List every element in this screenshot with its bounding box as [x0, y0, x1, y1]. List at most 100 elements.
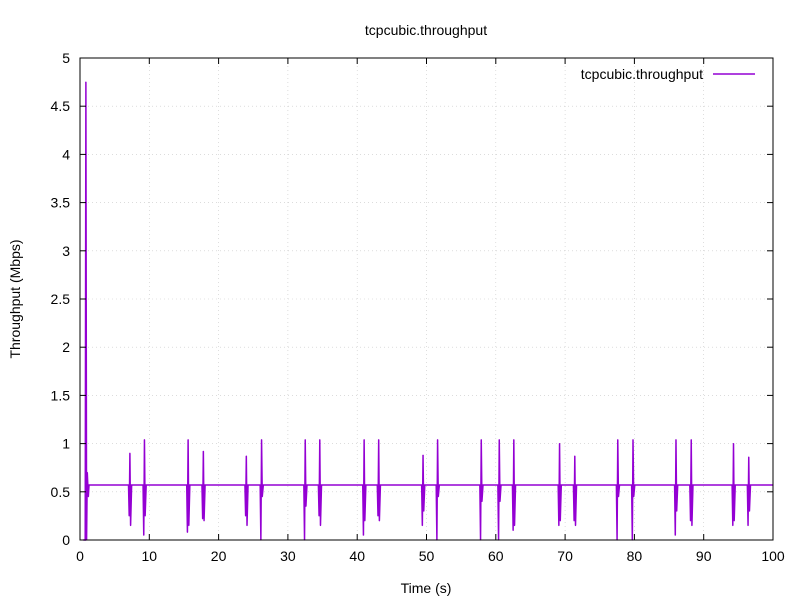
data-point	[129, 452, 131, 454]
x-tick-label: 50	[419, 548, 435, 564]
data-point	[574, 524, 577, 527]
data-point	[675, 439, 677, 441]
data-point	[689, 484, 691, 486]
data-point	[511, 484, 514, 486]
data-point	[690, 439, 692, 441]
data-point	[500, 484, 502, 486]
data-point	[319, 524, 322, 527]
data-point	[261, 496, 263, 498]
data-point	[304, 439, 306, 441]
data-point	[421, 484, 423, 486]
legend-label: tcpcubic.throughput	[581, 66, 703, 82]
data-point	[365, 484, 367, 486]
data-point	[363, 439, 365, 441]
data-point	[557, 484, 559, 486]
label-layer: 0 10 20 30 40 50 60 70 80 90 100 0 0.5 1 1.5 2 2.5 3 3.5 4 4…	[51, 50, 785, 564]
data-point	[482, 484, 484, 486]
chart-title: tcpcubic.throughput	[365, 22, 487, 38]
data-point	[88, 484, 90, 486]
data-point	[746, 484, 748, 486]
y-tick-label: 4.5	[51, 98, 71, 114]
data-point	[748, 510, 751, 512]
data-point	[435, 484, 437, 486]
x-tick-label: 20	[211, 548, 227, 564]
data-point	[633, 496, 635, 498]
data-point	[259, 484, 261, 486]
data-point	[362, 534, 365, 536]
data-point	[631, 484, 633, 486]
data-point	[618, 484, 621, 486]
data-point	[674, 534, 676, 536]
data-point	[305, 505, 307, 507]
series-layer	[82, 81, 774, 541]
data-point	[749, 484, 752, 486]
data-point	[260, 439, 263, 441]
x-tick-label: 10	[142, 548, 158, 564]
data-point	[319, 439, 321, 441]
data-point	[188, 524, 190, 527]
data-point	[733, 520, 735, 522]
data-point	[143, 439, 146, 441]
y-tick-label: 4	[62, 146, 70, 162]
x-tick-label: 0	[76, 548, 84, 564]
x-tick-label: 80	[627, 548, 643, 564]
legend: tcpcubic.throughput	[581, 66, 755, 82]
data-point	[617, 496, 620, 498]
data-point	[677, 484, 679, 486]
y-tick-label: 1.5	[51, 387, 71, 403]
data-point	[560, 484, 562, 486]
data-point	[497, 484, 499, 486]
data-point	[481, 500, 483, 503]
y-axis-label: Throughput (Mbps)	[7, 239, 23, 358]
y-tick-label: 2	[62, 339, 70, 355]
data-point	[145, 484, 147, 486]
data-point	[379, 484, 382, 486]
x-tick-label: 90	[696, 548, 712, 564]
data-point	[306, 484, 308, 486]
data-point	[512, 529, 514, 531]
data-point	[201, 484, 203, 486]
y-tick-label: 3	[62, 243, 70, 259]
x-tick-label: 70	[557, 548, 573, 564]
data-point	[689, 520, 692, 522]
data-point	[692, 484, 694, 486]
data-point	[513, 524, 516, 527]
data-point	[317, 484, 319, 486]
data-point	[142, 484, 144, 486]
y-tick-label: 0.5	[51, 484, 71, 500]
data-point	[85, 81, 87, 83]
data-point	[144, 515, 146, 517]
x-tick-label: 30	[280, 548, 296, 564]
data-point	[131, 484, 133, 486]
y-tick-label: 0	[62, 532, 70, 548]
data-point	[189, 484, 191, 486]
data-point	[378, 520, 380, 522]
data-point	[421, 524, 423, 527]
data-point	[436, 439, 439, 441]
data-point	[376, 484, 378, 486]
data-point	[127, 484, 130, 486]
data-point	[558, 524, 560, 527]
data-point	[748, 456, 750, 458]
data-point	[422, 454, 424, 456]
data-point	[364, 520, 366, 522]
data-point	[187, 439, 189, 441]
data-point	[128, 515, 130, 517]
data-point	[513, 439, 515, 441]
data-point	[732, 524, 734, 527]
data-point	[378, 439, 380, 441]
data-point	[143, 534, 145, 536]
data-point	[691, 524, 693, 527]
data-point	[244, 484, 246, 486]
data-point	[202, 518, 204, 520]
data-point	[424, 484, 426, 486]
x-tick-label: 100	[761, 548, 785, 564]
tick-layer	[79, 57, 774, 541]
series-line	[83, 82, 773, 541]
data-point	[480, 439, 482, 441]
data-point	[186, 484, 188, 486]
data-point	[186, 531, 189, 533]
data-point	[732, 443, 735, 445]
